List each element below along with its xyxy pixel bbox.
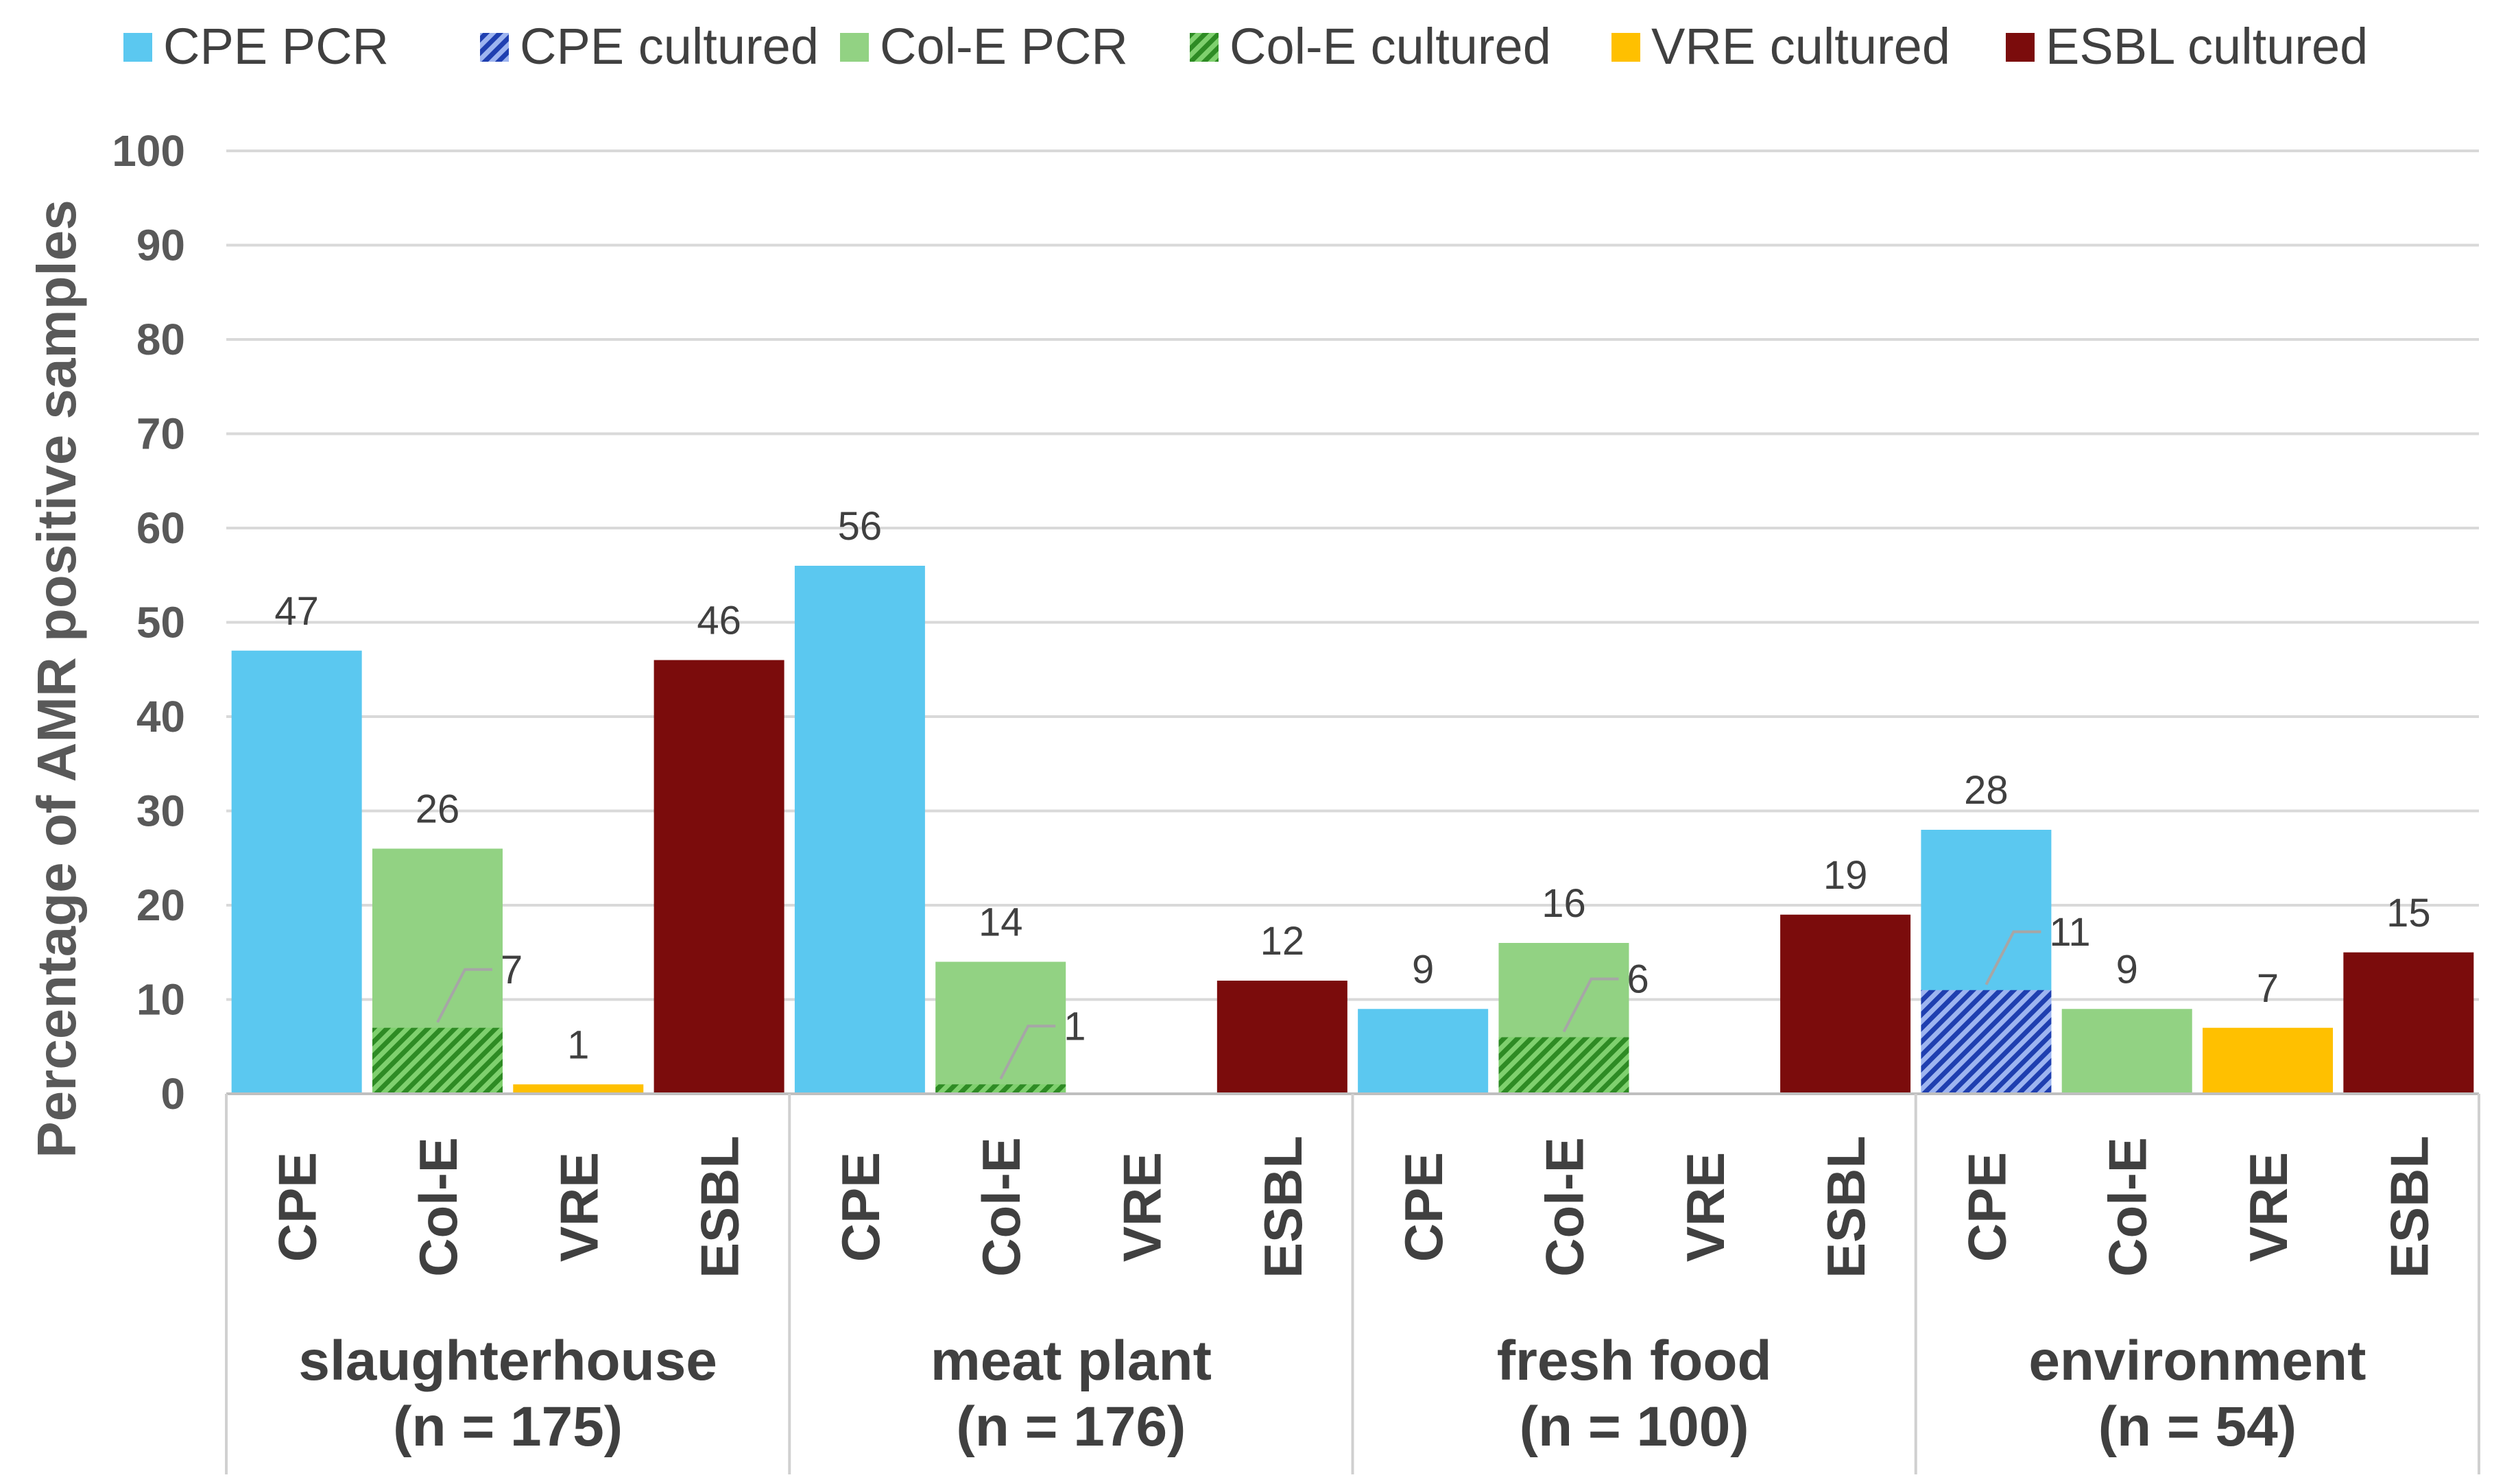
y-tick-label: 30 bbox=[136, 787, 185, 836]
y-tick-label: 60 bbox=[136, 503, 185, 553]
group-label: slaughterhouse bbox=[298, 1330, 717, 1392]
y-tick-label: 0 bbox=[160, 1069, 185, 1118]
legend-label-esbl_cult: ESBL cultured bbox=[2046, 18, 2368, 75]
y-tick-label: 20 bbox=[136, 881, 185, 930]
legend-label-cpe_cult: CPE cultured bbox=[520, 18, 819, 75]
legend-swatch-cpe_cult bbox=[480, 33, 509, 62]
bar-cultured-environment-cpe bbox=[1921, 990, 2052, 1094]
chart-legend: CPE PCR CPE cultured Col-E PCR Col-E cultur… bbox=[123, 18, 2368, 75]
legend-label-cole_pcr: Col-E PCR bbox=[880, 18, 1128, 75]
x-category-label: VRE bbox=[2238, 1152, 2299, 1262]
legend-swatch-vre_cult bbox=[1611, 33, 1640, 62]
bar-slaughterhouse-cpe bbox=[231, 650, 362, 1094]
data-label: 47 bbox=[274, 589, 319, 634]
group-count: (n = 100) bbox=[1520, 1396, 1749, 1458]
y-axis-ticks: 0 10 20 30 40 50 60 70 80 90 100 bbox=[112, 126, 185, 1118]
bar-cultured-meat-plant-col-e bbox=[935, 1084, 1066, 1094]
leader-line bbox=[1985, 930, 2041, 985]
y-tick-label: 50 bbox=[136, 598, 185, 647]
group-count: (n = 176) bbox=[956, 1396, 1186, 1458]
data-label: 56 bbox=[838, 504, 883, 549]
bar-slaughterhouse-vre bbox=[513, 1084, 644, 1094]
x-category-label: VRE bbox=[549, 1152, 609, 1262]
y-tick-label: 40 bbox=[136, 692, 185, 741]
y-tick-label: 10 bbox=[136, 975, 185, 1025]
x-category-label: ESBL bbox=[2379, 1136, 2439, 1278]
y-tick-label: 80 bbox=[136, 315, 185, 364]
data-label: 15 bbox=[2386, 891, 2431, 935]
x-category-label: VRE bbox=[1675, 1152, 1736, 1262]
data-label: 28 bbox=[1964, 768, 2009, 813]
x-category-label: CPE bbox=[267, 1152, 328, 1262]
data-label: 1 bbox=[567, 1022, 589, 1067]
y-tick-label: 70 bbox=[136, 409, 185, 459]
data-label-cultured: 1 bbox=[1064, 1004, 1086, 1049]
bars bbox=[231, 566, 2474, 1094]
legend-label-vre_cult: VRE cultured bbox=[1651, 18, 1950, 75]
bar-slaughterhouse-esbl bbox=[654, 660, 784, 1094]
leader-line bbox=[1562, 977, 1619, 1033]
data-label-cultured: 11 bbox=[2049, 910, 2090, 955]
group-label: meat plant bbox=[931, 1330, 1212, 1392]
bar-meat-plant-esbl bbox=[1216, 981, 1347, 1094]
y-axis-label: Percentage of AMR positive samples bbox=[26, 200, 87, 1158]
bar-cultured-slaughterhouse-col-e bbox=[372, 1027, 503, 1094]
x-axis: CPE Col-E VRE ESBL slaughterhouse(n = 175) CP… bbox=[225, 1092, 2480, 1474]
data-label: 9 bbox=[2116, 947, 2138, 992]
x-category-label: VRE bbox=[1112, 1152, 1173, 1262]
data-labels: 47 7 26 1 46 56 1 14 12 9 6 16 19 11 28 9 7 15 bbox=[274, 504, 2431, 1080]
legend-label-cole_cult: Col-E cultured bbox=[1230, 18, 1551, 75]
leader-line bbox=[999, 1025, 1056, 1080]
y-tick-label: 100 bbox=[112, 126, 185, 176]
leader-line bbox=[436, 968, 492, 1023]
group-count: (n = 175) bbox=[393, 1396, 623, 1458]
x-category-label: CPE bbox=[830, 1152, 891, 1262]
bar-meat-plant-cpe bbox=[794, 566, 925, 1094]
gridlines bbox=[226, 149, 2479, 1001]
bar-cultured-fresh-food-col-e bbox=[1498, 1037, 1629, 1094]
legend-swatch-cole_pcr bbox=[840, 33, 869, 62]
bar-environment-esbl bbox=[2343, 952, 2474, 1094]
legend-swatch-esbl_cult bbox=[2006, 33, 2035, 62]
group-label: environment bbox=[2028, 1330, 2366, 1392]
x-category-label: Col-E bbox=[1534, 1137, 1594, 1277]
data-label: 7 bbox=[2257, 966, 2279, 1011]
x-category-label: Col-E bbox=[408, 1137, 468, 1277]
y-tick-label: 90 bbox=[136, 221, 185, 270]
bar-fresh-food-esbl bbox=[1780, 914, 1911, 1094]
x-category-label: Col-E bbox=[2098, 1137, 2158, 1277]
data-label: 9 bbox=[1412, 947, 1434, 992]
group-count: (n = 54) bbox=[2098, 1396, 2297, 1458]
data-label: 12 bbox=[1260, 919, 1305, 964]
bar-meat-plant-col-e bbox=[935, 961, 1066, 1094]
bar-fresh-food-cpe bbox=[1358, 1009, 1489, 1094]
x-category-label: ESBL bbox=[1253, 1136, 1313, 1278]
x-category-label: CPE bbox=[1956, 1152, 2017, 1262]
x-category-label: CPE bbox=[1393, 1152, 1454, 1262]
bar-environment-col-e bbox=[2061, 1009, 2192, 1094]
data-label: 46 bbox=[697, 599, 741, 643]
data-label: 14 bbox=[979, 900, 1023, 945]
x-category-label: Col-E bbox=[971, 1137, 1031, 1277]
legend-swatch-cole_cult bbox=[1190, 33, 1219, 62]
data-label-cultured: 7 bbox=[501, 948, 523, 992]
data-label: 19 bbox=[1823, 853, 1868, 898]
data-label: 16 bbox=[1542, 881, 1586, 926]
data-label: 26 bbox=[416, 787, 460, 832]
group-label: fresh food bbox=[1497, 1330, 1772, 1392]
x-category-label: ESBL bbox=[1816, 1136, 1876, 1278]
bar-environment-vre bbox=[2203, 1027, 2334, 1094]
legend-label-cpe_pcr: CPE PCR bbox=[163, 18, 389, 75]
legend-swatch-cpe_pcr bbox=[123, 33, 152, 62]
x-category-label: ESBL bbox=[690, 1136, 750, 1278]
data-label-cultured: 6 bbox=[1627, 957, 1649, 1002]
